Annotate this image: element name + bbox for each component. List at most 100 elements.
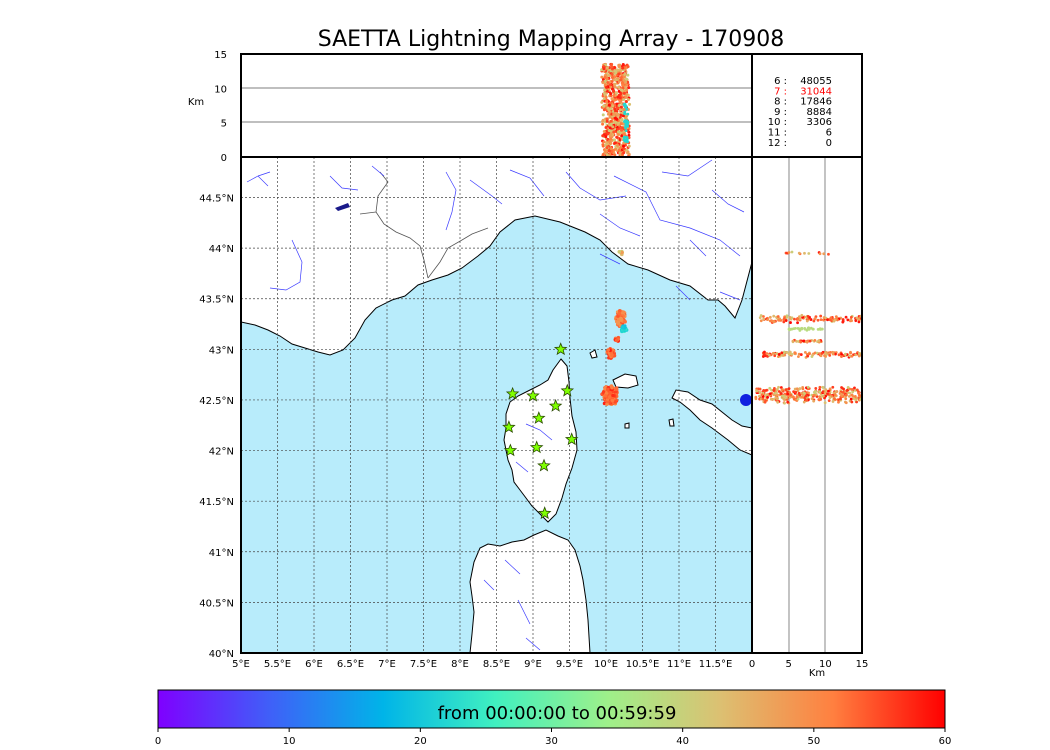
rivers [246,159,745,651]
lat-altitude-point [796,321,799,325]
lat-altitude-point [783,398,787,402]
station-count-value: 8884 [807,107,832,118]
lat-altitude-point [775,397,779,401]
lat-altitude-point [775,388,779,392]
lat-altitude-point [773,387,776,390]
station-star [560,383,575,397]
lat-altitude-point [848,391,852,395]
lightning-point [616,321,620,325]
lat-altitude-point [766,318,769,322]
altitude-point [601,143,605,147]
lat-altitude-lightning-points [754,250,862,405]
altitude-point [612,89,616,93]
lat-altitude-point [807,391,810,395]
lat-altitude-point [831,385,835,389]
altitude-point [601,113,605,117]
altitude-point [605,146,609,150]
lat-altitude-point [794,390,798,394]
lightning-point [605,402,609,407]
lat-altitude-point [797,355,800,359]
lat-altitude-point [762,315,765,318]
lat-altitude-point [777,353,781,356]
lat-altitude-point [796,317,800,320]
altitude-point [622,151,626,155]
altitude-point [605,77,609,81]
lat-altitude-point [803,327,807,331]
station-count-frame [751,53,863,158]
lat-altitude-point [822,316,826,319]
lat-altitude-point [795,387,799,391]
lat-altitude-point [770,388,773,392]
altitude-point [619,75,623,79]
lat-altitude-point [815,351,819,355]
lat-altitude-point [816,327,820,331]
lightning-point [610,398,615,403]
altitude-point [620,82,624,86]
lat-altitude-point [806,354,810,358]
lazio-coast [671,389,752,456]
lat-altitude-point [848,354,852,358]
lightning-point [610,385,614,390]
lon-tick-label: 11°E [667,659,691,670]
lat-altitude-tick-label: 0 [749,659,755,670]
altitude-panel [240,53,753,158]
lon-tick-label: 8°E [451,659,469,670]
lat-altitude-point [761,397,765,401]
lat-altitude-tick-label: 5 [785,659,791,670]
lat-altitude-point [818,327,822,331]
lat-altitude-point [798,317,802,321]
altitude-point [605,102,609,106]
altitude-point [619,78,623,82]
station-star [502,420,516,433]
altitude-point [605,66,609,70]
lat-altitude-point [762,317,766,321]
altitude-point [623,103,627,107]
altitude-point [613,141,617,145]
lon-tick-label: 6.5°E [337,659,364,670]
lon-tick-label: 5.5°E [264,659,291,670]
lat-altitude-point [849,397,853,401]
altitude-point [624,129,628,133]
lat-altitude-point [777,318,780,322]
colorbar-label: from 00:00:00 to 00:59:59 [438,703,677,724]
altitude-point [622,132,626,136]
colorbar-tick-labels: 0 10 20 30 40 50 60 [155,728,952,747]
lat-altitude-point [759,319,763,323]
lat-altitude-point [763,400,767,404]
lat-altitude-frame [751,156,863,654]
lat-altitude-point [795,339,798,343]
altitude-point [606,81,610,85]
colorbar-tick-label: 60 [939,736,952,747]
lat-altitude-point [806,314,810,318]
altitude-point [611,110,615,114]
station-count-label: 10 : [768,117,787,128]
altitude-point [601,81,605,85]
altitude-point [616,123,620,127]
lat-tick-label: 41°N [209,548,234,559]
lat-tick-label: 42°N [209,447,234,458]
lat-altitude-point [797,352,801,356]
altitude-y-label: Km [188,97,204,108]
lat-altitude-point [797,315,801,319]
altitude-point [615,112,619,116]
lat-altitude-point [805,319,809,323]
lat-altitude-point [800,395,804,399]
lat-altitude-point [785,351,789,354]
altitude-point [624,123,628,126]
longitude-tick-labels: 5°E 5.5°E 6°E 6.5°E 7°E 7.5°E 8°E 8.5°E 9°E 9.5°E… [232,659,732,670]
lat-altitude-point [801,387,805,391]
altitude-point [625,77,629,81]
altitude-point [622,98,626,102]
lightning-point [606,348,610,352]
lightning-point [603,393,608,398]
lat-altitude-point [823,401,827,405]
altitude-point [626,73,630,77]
altitude-point [604,85,608,89]
lon-tick-label: 10°E [594,659,618,670]
map-panel [240,156,753,654]
station-star [532,411,546,424]
lat-altitude-point [827,389,830,393]
lat-altitude-point [855,400,858,404]
lat-altitude-point [817,339,821,343]
lat-altitude-point [775,390,778,394]
